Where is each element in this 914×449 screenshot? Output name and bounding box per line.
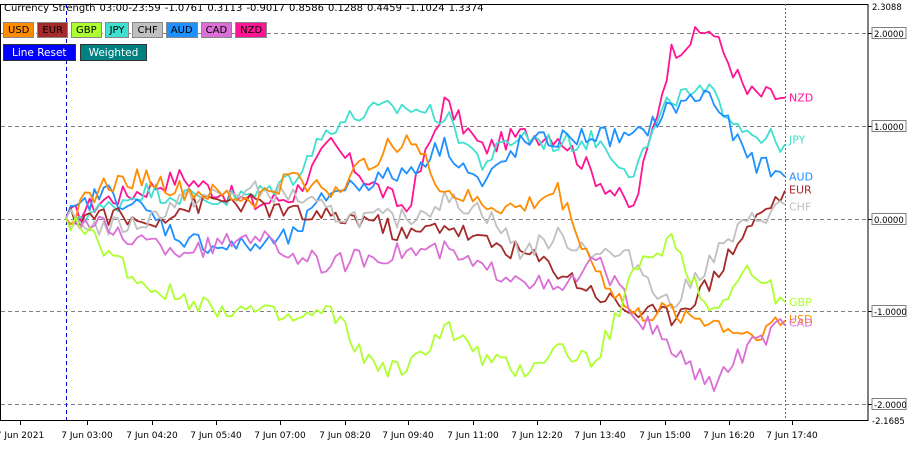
- plot-border: [0, 4, 869, 421]
- chip-chf[interactable]: CHF: [132, 22, 163, 38]
- x-tick-label: 7 Jun 05:40: [190, 431, 242, 441]
- header-value-chf: 0.1288: [327, 3, 363, 14]
- header-value-eur: 0.3113: [207, 3, 243, 14]
- chart-range: 03:00-23:59: [99, 3, 161, 14]
- end-label-chf: CHF: [789, 200, 811, 213]
- x-tick-label: 7 Jun 13:40: [574, 431, 626, 441]
- x-tick-label: 7 Jun 04:20: [126, 431, 178, 441]
- y-tick-label-box: [871, 213, 907, 225]
- series-line-usd: [65, 134, 786, 342]
- x-tick-label: 7 Jun 07:00: [254, 431, 306, 441]
- y-tick-label-box: [871, 120, 907, 132]
- chip-nzd[interactable]: NZD: [235, 22, 268, 38]
- y-tick-label-box: [871, 27, 907, 39]
- y-tick-label: -2.0000: [874, 401, 907, 411]
- y-max-label: 2.3088: [872, 3, 902, 13]
- currency-chip-bar: USD EUR GBP JPY CHF AUD CAD NZD: [3, 22, 268, 38]
- end-label-cad: CAD: [789, 317, 813, 330]
- y-tick-label-box: [871, 305, 907, 317]
- header-value-gbp: -0.9017: [246, 3, 285, 14]
- end-label-jpy: JPY: [788, 134, 806, 147]
- x-tick-label: 7 Jun 2021: [0, 431, 44, 441]
- chart-header: Currency Strength 03:00-23:59 -1.0761 0.311…: [4, 3, 488, 14]
- x-tick-label: 7 Jun 09:40: [382, 431, 434, 441]
- header-value-aud: 0.4459: [366, 3, 402, 14]
- chip-usd[interactable]: USD: [3, 22, 35, 38]
- series-line-nzd: [65, 26, 786, 222]
- series-line-eur: [65, 190, 786, 327]
- chip-gbp[interactable]: GBP: [70, 22, 102, 38]
- y-tick-label: 0.0000: [874, 216, 904, 226]
- header-value-jpy: 0.8586: [288, 3, 324, 14]
- y-tick-label: 2.0000: [874, 30, 904, 40]
- x-tick-label: 7 Jun 17:40: [766, 431, 818, 441]
- x-tick-label: 7 Jun 16:20: [703, 431, 755, 441]
- y-tick-label: -1.0000: [874, 308, 907, 318]
- end-label-eur: EUR: [789, 184, 812, 197]
- end-label-gbp: GBP: [789, 296, 812, 309]
- x-tick-label: 7 Jun 15:00: [639, 431, 691, 441]
- y-tick-label-box: [871, 398, 907, 410]
- y-tick-label: 1.0000: [874, 123, 904, 133]
- line-reset-button[interactable]: Line Reset: [3, 44, 76, 61]
- end-label-usd: USD: [789, 313, 813, 326]
- header-value-usd: -1.0761: [164, 3, 204, 14]
- y-min-label: -2.1685: [872, 417, 905, 427]
- header-value-nzd: 1.3374: [448, 3, 484, 14]
- series-line-chf: [65, 180, 786, 309]
- chip-cad[interactable]: CAD: [200, 22, 233, 38]
- header-value-cad: -1.1024: [405, 3, 445, 14]
- series-line-cad: [65, 215, 786, 392]
- end-label-aud: AUD: [789, 171, 813, 184]
- chip-eur[interactable]: EUR: [37, 22, 68, 38]
- x-tick-label: 7 Jun 03:00: [61, 431, 113, 441]
- series-line-gbp: [65, 216, 786, 378]
- control-buttons: Line Reset Weighted: [3, 44, 148, 61]
- end-label-nzd: NZD: [789, 92, 813, 105]
- series-line-aud: [65, 89, 786, 254]
- chart-title: Currency Strength: [4, 3, 96, 14]
- x-tick-label: 7 Jun 11:00: [447, 431, 499, 441]
- x-tick-label: 7 Jun 12:20: [511, 431, 563, 441]
- x-tick-label: 7 Jun 08:20: [319, 431, 371, 441]
- chip-jpy[interactable]: JPY: [104, 22, 130, 38]
- weighted-button[interactable]: Weighted: [79, 44, 148, 61]
- series-line-jpy: [65, 83, 786, 223]
- chip-aud[interactable]: AUD: [165, 22, 198, 38]
